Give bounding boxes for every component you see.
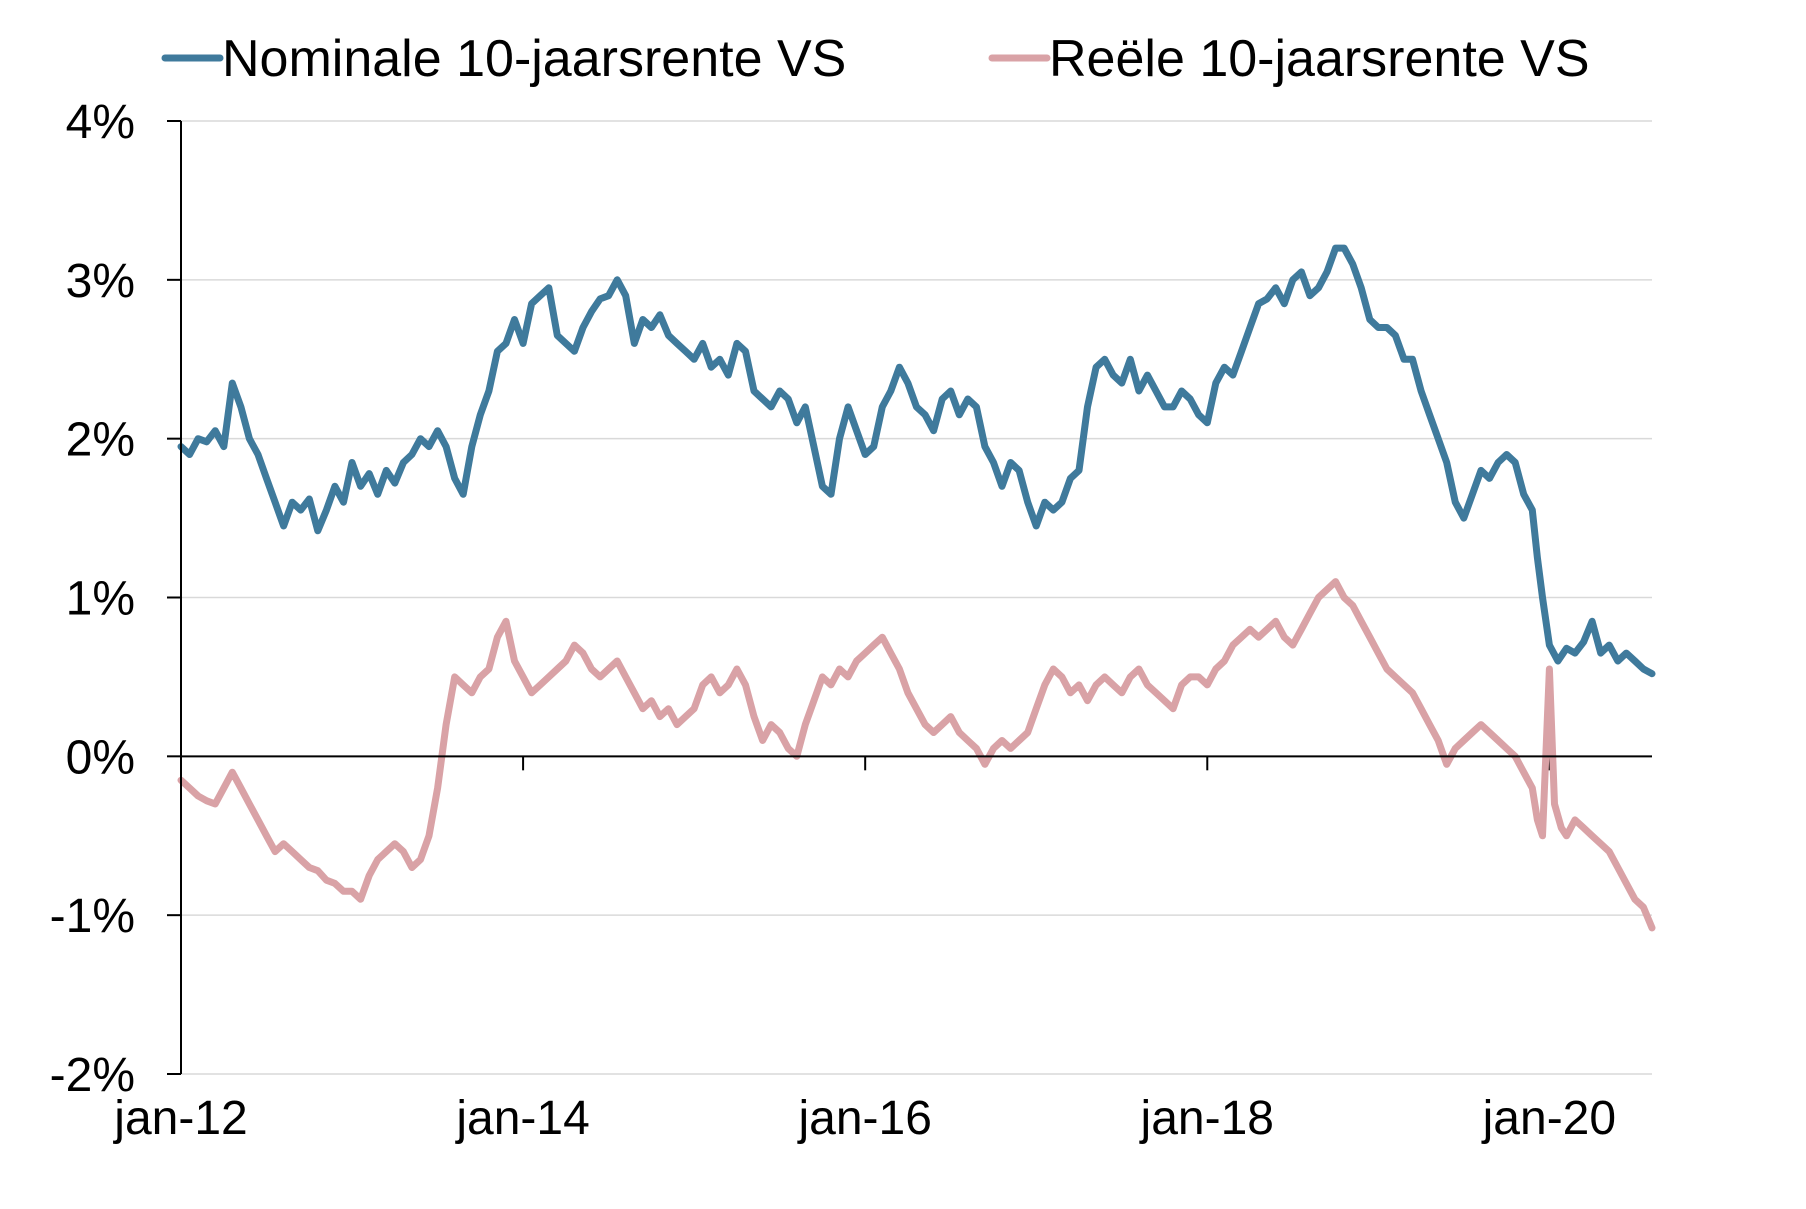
x-tick-label: jan-12 bbox=[112, 1092, 247, 1145]
y-tick-label: 0% bbox=[66, 731, 135, 784]
y-tick-label: 1% bbox=[66, 573, 135, 626]
x-tick-label: jan-18 bbox=[1139, 1092, 1274, 1145]
y-axis-ticks: 4% 3% 2% 1% 0% -1% -2% bbox=[50, 96, 181, 1102]
legend-label-nominal: Nominale 10-jaarsrente VS bbox=[222, 30, 846, 88]
legend-label-real: Reële 10-jaarsrente VS bbox=[1049, 30, 1590, 88]
legend-item-real: Reële 10-jaarsrente VS bbox=[988, 30, 1590, 88]
y-tick-label: -2% bbox=[50, 1049, 135, 1102]
chart-legend: Nominale 10-jaarsrente VS Reële 10-jaars… bbox=[161, 30, 1590, 88]
x-tick-label: jan-20 bbox=[1481, 1092, 1616, 1145]
gridlines bbox=[181, 120, 1652, 1075]
x-tick-label: jan-16 bbox=[796, 1092, 931, 1145]
y-tick-label: 4% bbox=[66, 96, 135, 149]
series-line-real bbox=[177, 578, 1656, 932]
y-tick-label: 3% bbox=[66, 255, 135, 308]
y-tick-label: -1% bbox=[50, 890, 135, 943]
legend-item-nominal: Nominale 10-jaarsrente VS bbox=[161, 30, 846, 88]
x-tick-label: jan-14 bbox=[454, 1092, 589, 1145]
series-line-nominal bbox=[177, 244, 1656, 678]
series-group bbox=[177, 244, 1656, 932]
y-tick-label: 2% bbox=[66, 414, 135, 467]
x-axis-ticks: jan-12 jan-14 jan-16 jan-18 jan-20 bbox=[112, 756, 1616, 1145]
